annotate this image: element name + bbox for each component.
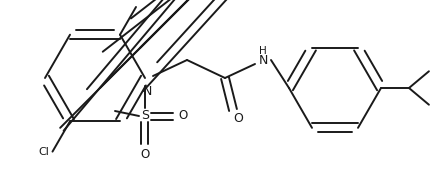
Text: S: S	[141, 109, 149, 123]
Text: N: N	[258, 54, 267, 67]
Text: O: O	[178, 109, 187, 123]
Text: H: H	[258, 46, 266, 56]
Text: O: O	[233, 112, 243, 126]
Text: O: O	[140, 148, 149, 161]
Text: N: N	[142, 86, 151, 99]
Text: Cl: Cl	[39, 147, 49, 157]
